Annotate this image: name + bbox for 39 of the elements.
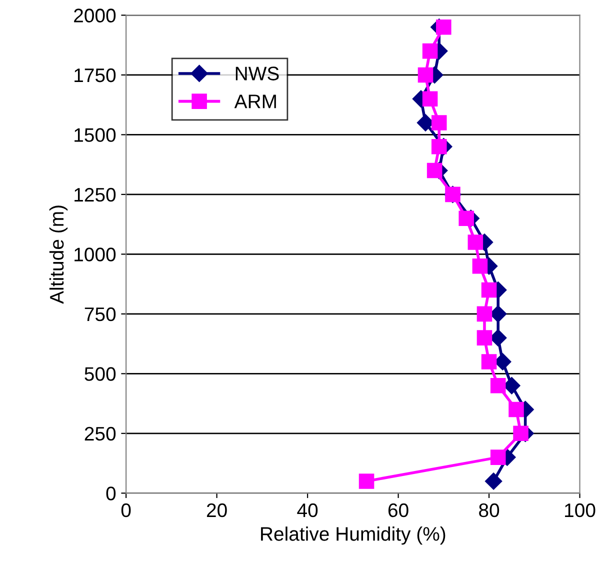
y-tick-label: 0 <box>106 486 116 500</box>
y-tick-label: 500 <box>84 367 116 381</box>
point <box>431 139 447 154</box>
point <box>431 115 447 130</box>
legend-label: NWS <box>236 66 279 80</box>
point <box>426 162 442 178</box>
point <box>458 210 474 226</box>
y-tick-label: 2000 <box>74 8 116 22</box>
x-tick-label: 100 <box>565 503 596 518</box>
point <box>476 306 492 322</box>
point <box>422 91 438 106</box>
point <box>418 67 434 83</box>
point <box>468 234 484 250</box>
point <box>476 330 492 346</box>
y-tick-label: 1750 <box>74 68 116 82</box>
x-tick-label: 80 <box>479 503 500 518</box>
x-tick-label: 0 <box>121 503 131 518</box>
point <box>358 474 374 489</box>
y-tick-label: 1250 <box>74 188 116 202</box>
x-tick-label: 40 <box>297 503 318 518</box>
x-axis-title: Relative Humidity (%) <box>261 526 446 545</box>
point <box>490 378 506 394</box>
point <box>481 354 497 370</box>
legend-label: ARM <box>234 94 276 108</box>
y-tick-label: 750 <box>84 307 116 322</box>
x-tick-label: 60 <box>388 503 408 518</box>
point <box>490 450 506 465</box>
y-tick-label: 250 <box>84 426 116 441</box>
point <box>472 258 488 274</box>
y-tick-label: 1500 <box>74 128 116 142</box>
x-tick-label: 20 <box>206 503 227 518</box>
point <box>481 282 497 298</box>
y-axis-title: Altitude (m) <box>49 206 68 304</box>
y-tick-label: 1000 <box>74 248 116 262</box>
point <box>508 402 524 418</box>
point <box>436 20 452 35</box>
point <box>513 426 528 442</box>
point <box>485 472 502 490</box>
point <box>422 43 438 59</box>
